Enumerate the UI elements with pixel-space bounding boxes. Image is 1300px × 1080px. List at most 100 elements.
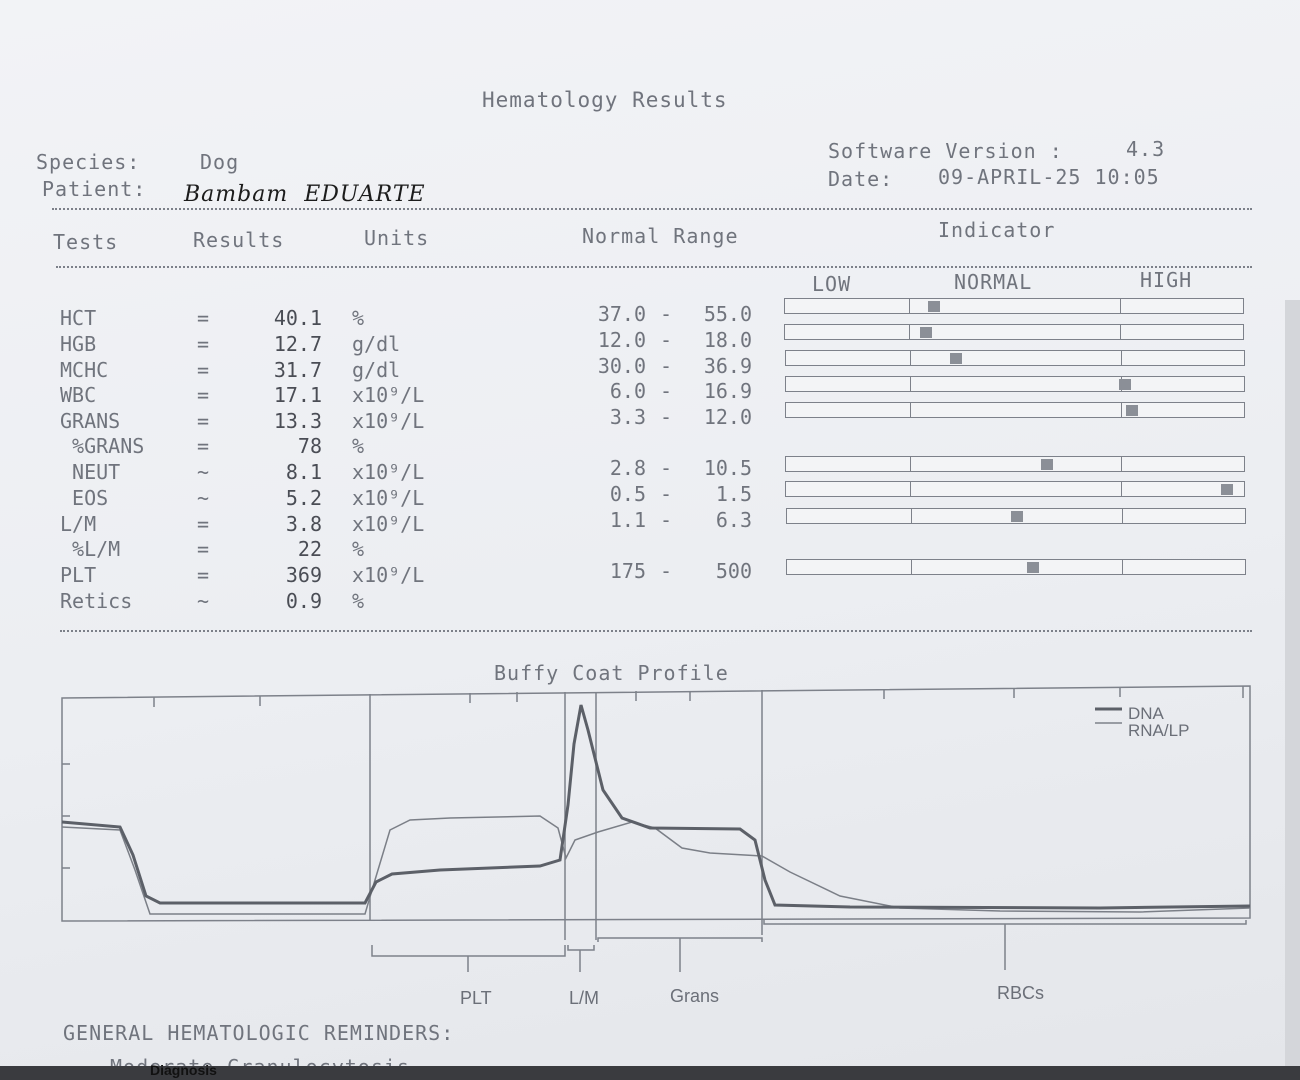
indicator-bar	[786, 508, 1246, 524]
header-tests: Tests	[53, 230, 119, 254]
unit: x10⁹/L	[352, 563, 425, 587]
paper-edge	[1285, 300, 1300, 1080]
indicator-marker	[1119, 379, 1132, 390]
region-label-grans: Grans	[670, 986, 719, 1006]
operator: ~	[197, 460, 210, 484]
header-results: Results	[193, 228, 285, 252]
indicator-low-divider	[910, 457, 911, 471]
range-dash: -	[660, 354, 673, 378]
indicator-high-label: HIGH	[1140, 268, 1193, 292]
indicator-bar	[785, 376, 1245, 392]
indicator-high-divider	[1121, 457, 1122, 471]
operator: ~	[197, 486, 210, 510]
range-dash: -	[660, 559, 673, 583]
range-low: 12.0	[597, 328, 646, 352]
indicator-marker	[919, 327, 932, 338]
test-name: WBC	[60, 383, 97, 407]
header-indicator: Indicator	[938, 218, 1056, 242]
indicator-low-divider	[909, 299, 910, 313]
test-name: HGB	[60, 332, 97, 356]
operator: ~	[197, 589, 210, 613]
report-title: Hematology Results	[482, 88, 728, 112]
test-name: NEUT	[60, 460, 121, 484]
indicator-low-divider	[910, 377, 911, 391]
range-dash: -	[660, 508, 673, 532]
indicator-low-divider	[911, 560, 912, 574]
unit: x10⁹/L	[352, 486, 425, 510]
range-high: 36.9	[703, 354, 752, 378]
unit: %	[352, 589, 365, 613]
buffy-legend: DNA RNA/LP	[1095, 704, 1189, 740]
operator: =	[197, 332, 210, 356]
result-value: 40.1	[273, 306, 322, 330]
range-high: 1.5	[715, 482, 752, 506]
result-value: 31.7	[273, 358, 322, 382]
unit: %	[352, 434, 365, 458]
range-low: 37.0	[597, 302, 646, 326]
unit: x10⁹/L	[352, 460, 425, 484]
range-high: 16.9	[703, 379, 752, 403]
test-name: PLT	[60, 563, 97, 587]
operator: =	[197, 512, 210, 536]
species-value: Dog	[200, 150, 240, 174]
indicator-low-divider	[910, 482, 911, 496]
indicator-high-divider	[1120, 299, 1121, 313]
software-value: 4.3	[1126, 137, 1166, 161]
header-normal-range: Normal Range	[582, 224, 739, 248]
indicator-high-divider	[1121, 351, 1122, 365]
test-name: %GRANS	[60, 434, 145, 458]
result-value: 12.7	[273, 332, 322, 356]
result-value: 78	[297, 434, 322, 458]
range-dash: -	[660, 405, 673, 429]
header-units: Units	[364, 226, 430, 250]
range-low: 6.0	[609, 379, 646, 403]
range-high: 12.0	[703, 405, 752, 429]
range-low: 2.8	[609, 456, 646, 480]
legend-rna-lp: RNA/LP	[1128, 721, 1189, 740]
indicator-marker	[1125, 405, 1138, 416]
indicator-low-divider	[911, 509, 912, 523]
indicator-high-divider	[1122, 560, 1123, 574]
range-low: 3.3	[609, 405, 646, 429]
indicator-bar	[785, 456, 1245, 472]
unit: g/dl	[352, 358, 401, 382]
indicator-bar	[785, 481, 1245, 497]
range-low: 175	[609, 559, 646, 583]
range-high: 500	[715, 559, 752, 583]
operator: =	[197, 434, 210, 458]
next-page-strip: Diagnosis	[0, 1062, 1300, 1080]
operator: =	[197, 383, 210, 407]
indicator-marker	[1027, 562, 1040, 573]
operator: =	[197, 563, 210, 587]
unit: x10⁹/L	[352, 383, 425, 407]
indicator-bar	[784, 324, 1244, 340]
chart-frame	[61, 685, 1251, 922]
unit: g/dl	[352, 332, 401, 356]
result-value: 17.1	[273, 383, 322, 407]
bracket-plt	[371, 945, 566, 972]
species-label: Species:	[36, 150, 141, 174]
indicator-high-divider	[1122, 509, 1123, 523]
tick-marks-left	[62, 763, 70, 869]
indicator-high-divider	[1121, 403, 1122, 417]
range-low: 30.0	[597, 354, 646, 378]
test-name: Retics	[60, 589, 133, 613]
result-value: 13.3	[273, 409, 322, 433]
patient-label: Patient:	[42, 177, 147, 201]
reminders-title: GENERAL HEMATOLOGIC REMINDERS:	[63, 1021, 455, 1045]
indicator-low-divider	[910, 403, 911, 417]
test-name: %L/M	[60, 537, 121, 561]
range-dash: -	[660, 328, 673, 352]
indicator-marker	[928, 301, 941, 312]
range-high: 18.0	[703, 328, 752, 352]
range-dash: -	[660, 456, 673, 480]
software-label: Software Version :	[828, 139, 1063, 163]
range-dash: -	[660, 379, 673, 403]
unit: %	[352, 537, 365, 561]
divider-header	[56, 266, 1252, 268]
test-name: MCHC	[60, 358, 109, 382]
bracket-lm	[567, 945, 595, 972]
date-value: 09-APRIL-25 10:05	[938, 165, 1160, 189]
dna-curve	[61, 704, 1251, 910]
